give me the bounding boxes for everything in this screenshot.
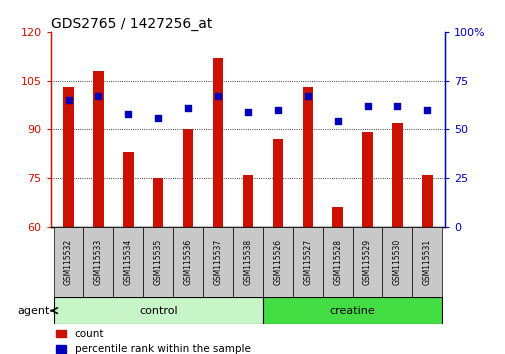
Bar	[153, 178, 163, 227]
Text: agent: agent	[18, 306, 50, 316]
Bar	[362, 132, 372, 227]
Point	[154, 115, 162, 120]
Bar	[272, 139, 282, 227]
Bar	[322, 227, 352, 297]
Bar	[391, 123, 402, 227]
Point	[64, 97, 72, 103]
Legend: count, percentile rank within the sample: count, percentile rank within the sample	[56, 329, 250, 354]
Text: GSM115528: GSM115528	[332, 239, 341, 285]
Bar	[182, 129, 193, 227]
Text: GSM115527: GSM115527	[302, 239, 312, 285]
Bar	[113, 227, 143, 297]
Point	[243, 109, 251, 115]
Bar	[242, 175, 252, 227]
Bar	[292, 227, 322, 297]
Text: GSM115537: GSM115537	[213, 239, 222, 285]
Text: GSM115530: GSM115530	[392, 239, 401, 285]
Bar	[213, 58, 223, 227]
Point	[184, 105, 192, 110]
Text: GSM115538: GSM115538	[243, 239, 252, 285]
Point	[333, 119, 341, 124]
Bar	[421, 175, 432, 227]
Bar	[54, 227, 83, 297]
Bar	[93, 71, 104, 227]
Text: GDS2765 / 1427256_at: GDS2765 / 1427256_at	[50, 17, 212, 31]
Text: GSM115536: GSM115536	[183, 239, 192, 285]
Bar	[54, 297, 263, 324]
Text: GSM115534: GSM115534	[124, 239, 133, 285]
Bar	[143, 227, 173, 297]
Point	[423, 107, 431, 113]
Text: GSM115535: GSM115535	[154, 239, 163, 285]
Point	[303, 93, 311, 99]
Bar	[232, 227, 263, 297]
Point	[273, 107, 281, 113]
Bar	[173, 227, 203, 297]
Text: GSM115529: GSM115529	[362, 239, 371, 285]
Point	[392, 103, 400, 109]
Point	[94, 93, 103, 99]
Bar	[302, 87, 313, 227]
Point	[124, 111, 132, 116]
Text: control: control	[139, 306, 177, 316]
Text: GSM115531: GSM115531	[422, 239, 431, 285]
Point	[214, 93, 222, 99]
Text: GSM115532: GSM115532	[64, 239, 73, 285]
Bar	[263, 227, 292, 297]
Bar	[263, 297, 441, 324]
Bar	[352, 227, 382, 297]
Bar	[382, 227, 412, 297]
Bar	[412, 227, 441, 297]
Bar	[203, 227, 232, 297]
Bar	[332, 207, 342, 227]
Text: creatine: creatine	[329, 306, 375, 316]
Bar	[63, 87, 74, 227]
Text: GSM115533: GSM115533	[94, 239, 103, 285]
Point	[363, 103, 371, 109]
Bar	[83, 227, 113, 297]
Bar	[123, 152, 133, 227]
Text: GSM115526: GSM115526	[273, 239, 282, 285]
